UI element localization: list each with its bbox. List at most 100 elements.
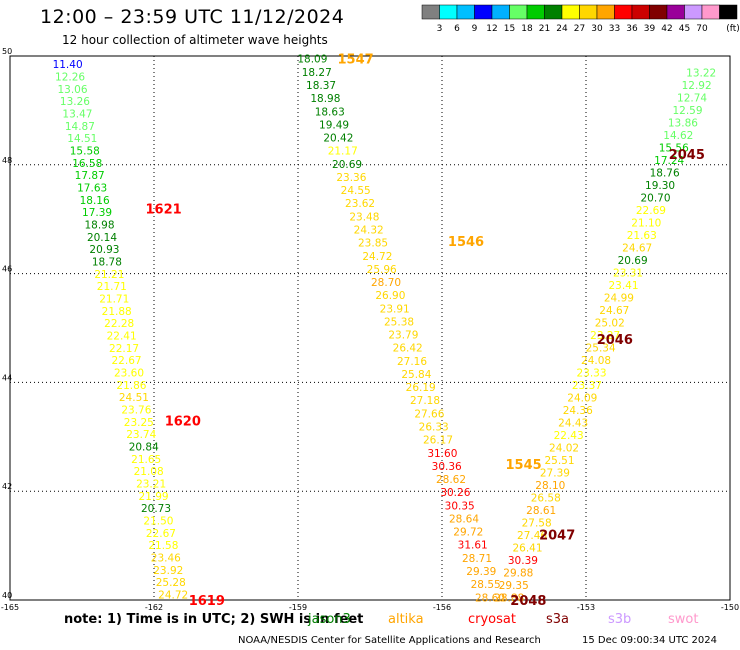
wave-height-point: 28.55 <box>471 579 501 591</box>
wave-height-point: 12.92 <box>682 80 712 92</box>
legend-bin-label: 45 <box>679 24 690 34</box>
legend-bin-label: 33 <box>609 24 620 34</box>
wave-height-point: 21.88 <box>102 306 132 318</box>
legend-swatch <box>719 4 738 20</box>
legend-unit-label: (ft) <box>726 24 740 34</box>
wave-height-point: 27.58 <box>522 517 552 529</box>
wave-height-point: 26.33 <box>419 422 449 434</box>
pass-label: 1620 <box>165 414 201 429</box>
wave-height-point: 30.35 <box>445 500 475 512</box>
wave-height-point: 21.63 <box>627 230 657 242</box>
wave-height-point: 24.99 <box>604 292 634 304</box>
wave-height-point: 28.61 <box>526 505 556 517</box>
wave-height-point: 30.39 <box>508 555 538 567</box>
wave-height-point: 20.73 <box>141 503 171 515</box>
y-tick-label: 48 <box>2 156 12 165</box>
wave-height-point: 28.70 <box>371 277 401 289</box>
wave-height-point: 24.55 <box>341 185 371 197</box>
wave-height-point: 21.58 <box>148 540 178 552</box>
wave-height-point: 24.67 <box>599 305 629 317</box>
wave-height-point: 13.86 <box>668 117 698 129</box>
wave-height-point: 13.26 <box>60 96 90 108</box>
wave-height-point: 23.92 <box>153 565 183 577</box>
wave-height-point: 20.42 <box>323 133 353 145</box>
wave-height-point: 12.74 <box>677 92 707 104</box>
wave-height-point: 21.10 <box>631 217 661 229</box>
wave-height-point: 31.61 <box>458 540 488 552</box>
wave-height-point: 23.76 <box>121 405 151 417</box>
wave-height-point: 23.31 <box>613 267 643 279</box>
wave-height-point: 24.02 <box>549 442 579 454</box>
wave-height-point: 18.37 <box>306 80 336 92</box>
legend-bin-label: 24 <box>556 24 568 34</box>
y-tick-label: 46 <box>2 265 12 274</box>
wave-height-point: 23.48 <box>349 211 379 223</box>
wave-height-point: 27.46 <box>517 530 547 542</box>
wave-height-point: 18.76 <box>650 167 680 179</box>
pass-label: 2045 <box>669 148 705 163</box>
satellite-label: s3a <box>546 612 570 627</box>
wave-height-point: 13.22 <box>686 67 716 79</box>
wave-height-point: 20.70 <box>640 192 670 204</box>
satellite-label: s3b <box>608 612 632 627</box>
wave-height-point: 30.26 <box>440 487 470 499</box>
wave-height-point: 20.93 <box>89 244 119 256</box>
note-text: note: 1) Time is in UTC; 2) SWH is in fe… <box>64 612 363 627</box>
pass-label: 1546 <box>448 235 484 250</box>
wave-height-point: 24.36 <box>563 405 593 417</box>
wave-height-point: 25.51 <box>544 455 574 467</box>
pass-label: 2046 <box>597 333 633 348</box>
plot-frame <box>9 55 731 601</box>
wave-height-point: 28.88 <box>494 592 524 604</box>
wave-height-point: 21.71 <box>97 281 127 293</box>
wave-height-point: 25.28 <box>156 577 186 589</box>
wave-height-point: 23.27 <box>590 330 620 342</box>
wave-height-point: 11.40 <box>53 59 83 71</box>
wave-height-point: 17.87 <box>75 170 105 182</box>
wave-height-point: 23.91 <box>380 303 410 315</box>
satellite-label: swot <box>668 612 699 627</box>
x-tick-label: -150 <box>721 603 739 612</box>
wave-height-point: 13.47 <box>62 108 92 120</box>
wave-height-point: 28.10 <box>535 480 565 492</box>
legend-bin-label: 15 <box>504 24 515 34</box>
wave-height-point: 20.14 <box>87 232 117 244</box>
x-tick-label: -162 <box>145 603 163 612</box>
legend-bin-label: 18 <box>521 24 533 34</box>
wave-height-point: 15.58 <box>70 146 100 158</box>
wave-height-point: 22.69 <box>636 205 666 217</box>
wave-height-point: 21.86 <box>116 380 146 392</box>
wave-height-point: 22.43 <box>554 430 584 442</box>
wave-height-point: 14.51 <box>67 133 97 145</box>
wave-height-point: 27.39 <box>540 467 570 479</box>
wave-height-point: 24.32 <box>354 224 384 236</box>
wave-height-point: 18.78 <box>92 257 122 269</box>
wave-height-point: 23.79 <box>388 330 418 342</box>
satellite-label: jason3 <box>308 612 351 627</box>
wave-height-point: 21.71 <box>99 294 129 306</box>
y-tick-label: 44 <box>2 373 12 382</box>
wave-height-point: 19.49 <box>319 119 349 131</box>
wave-height-point: 21.08 <box>134 466 164 478</box>
wave-height-point: 26.42 <box>393 343 423 355</box>
wave-height-point: 23.74 <box>126 429 156 441</box>
wave-height-point: 27.18 <box>410 395 440 407</box>
wave-height-point: 27.16 <box>397 356 427 368</box>
legend-bin-label: 21 <box>539 24 550 34</box>
wave-height-point: 26.41 <box>512 542 542 554</box>
wave-height-point: 22.28 <box>104 318 134 330</box>
wave-height-point: 23.62 <box>345 198 375 210</box>
satellite-label: altika <box>388 612 424 627</box>
wave-height-point: 13.06 <box>57 84 87 96</box>
x-tick-label: -153 <box>577 603 595 612</box>
wave-height-point: 25.84 <box>401 369 431 381</box>
wave-height-point: 14.62 <box>663 130 693 142</box>
pass-label: 2048 <box>510 594 546 609</box>
legend-bin-label: 6 <box>454 24 460 34</box>
wave-height-point: 18.09 <box>297 54 327 66</box>
wave-height-point: 23.36 <box>336 172 366 184</box>
wave-height-point: 18.63 <box>315 106 345 118</box>
footer-timestamp: 15 Dec 09:00:34 UTC 2024 <box>582 635 717 646</box>
wave-height-point: 22.67 <box>112 355 142 367</box>
